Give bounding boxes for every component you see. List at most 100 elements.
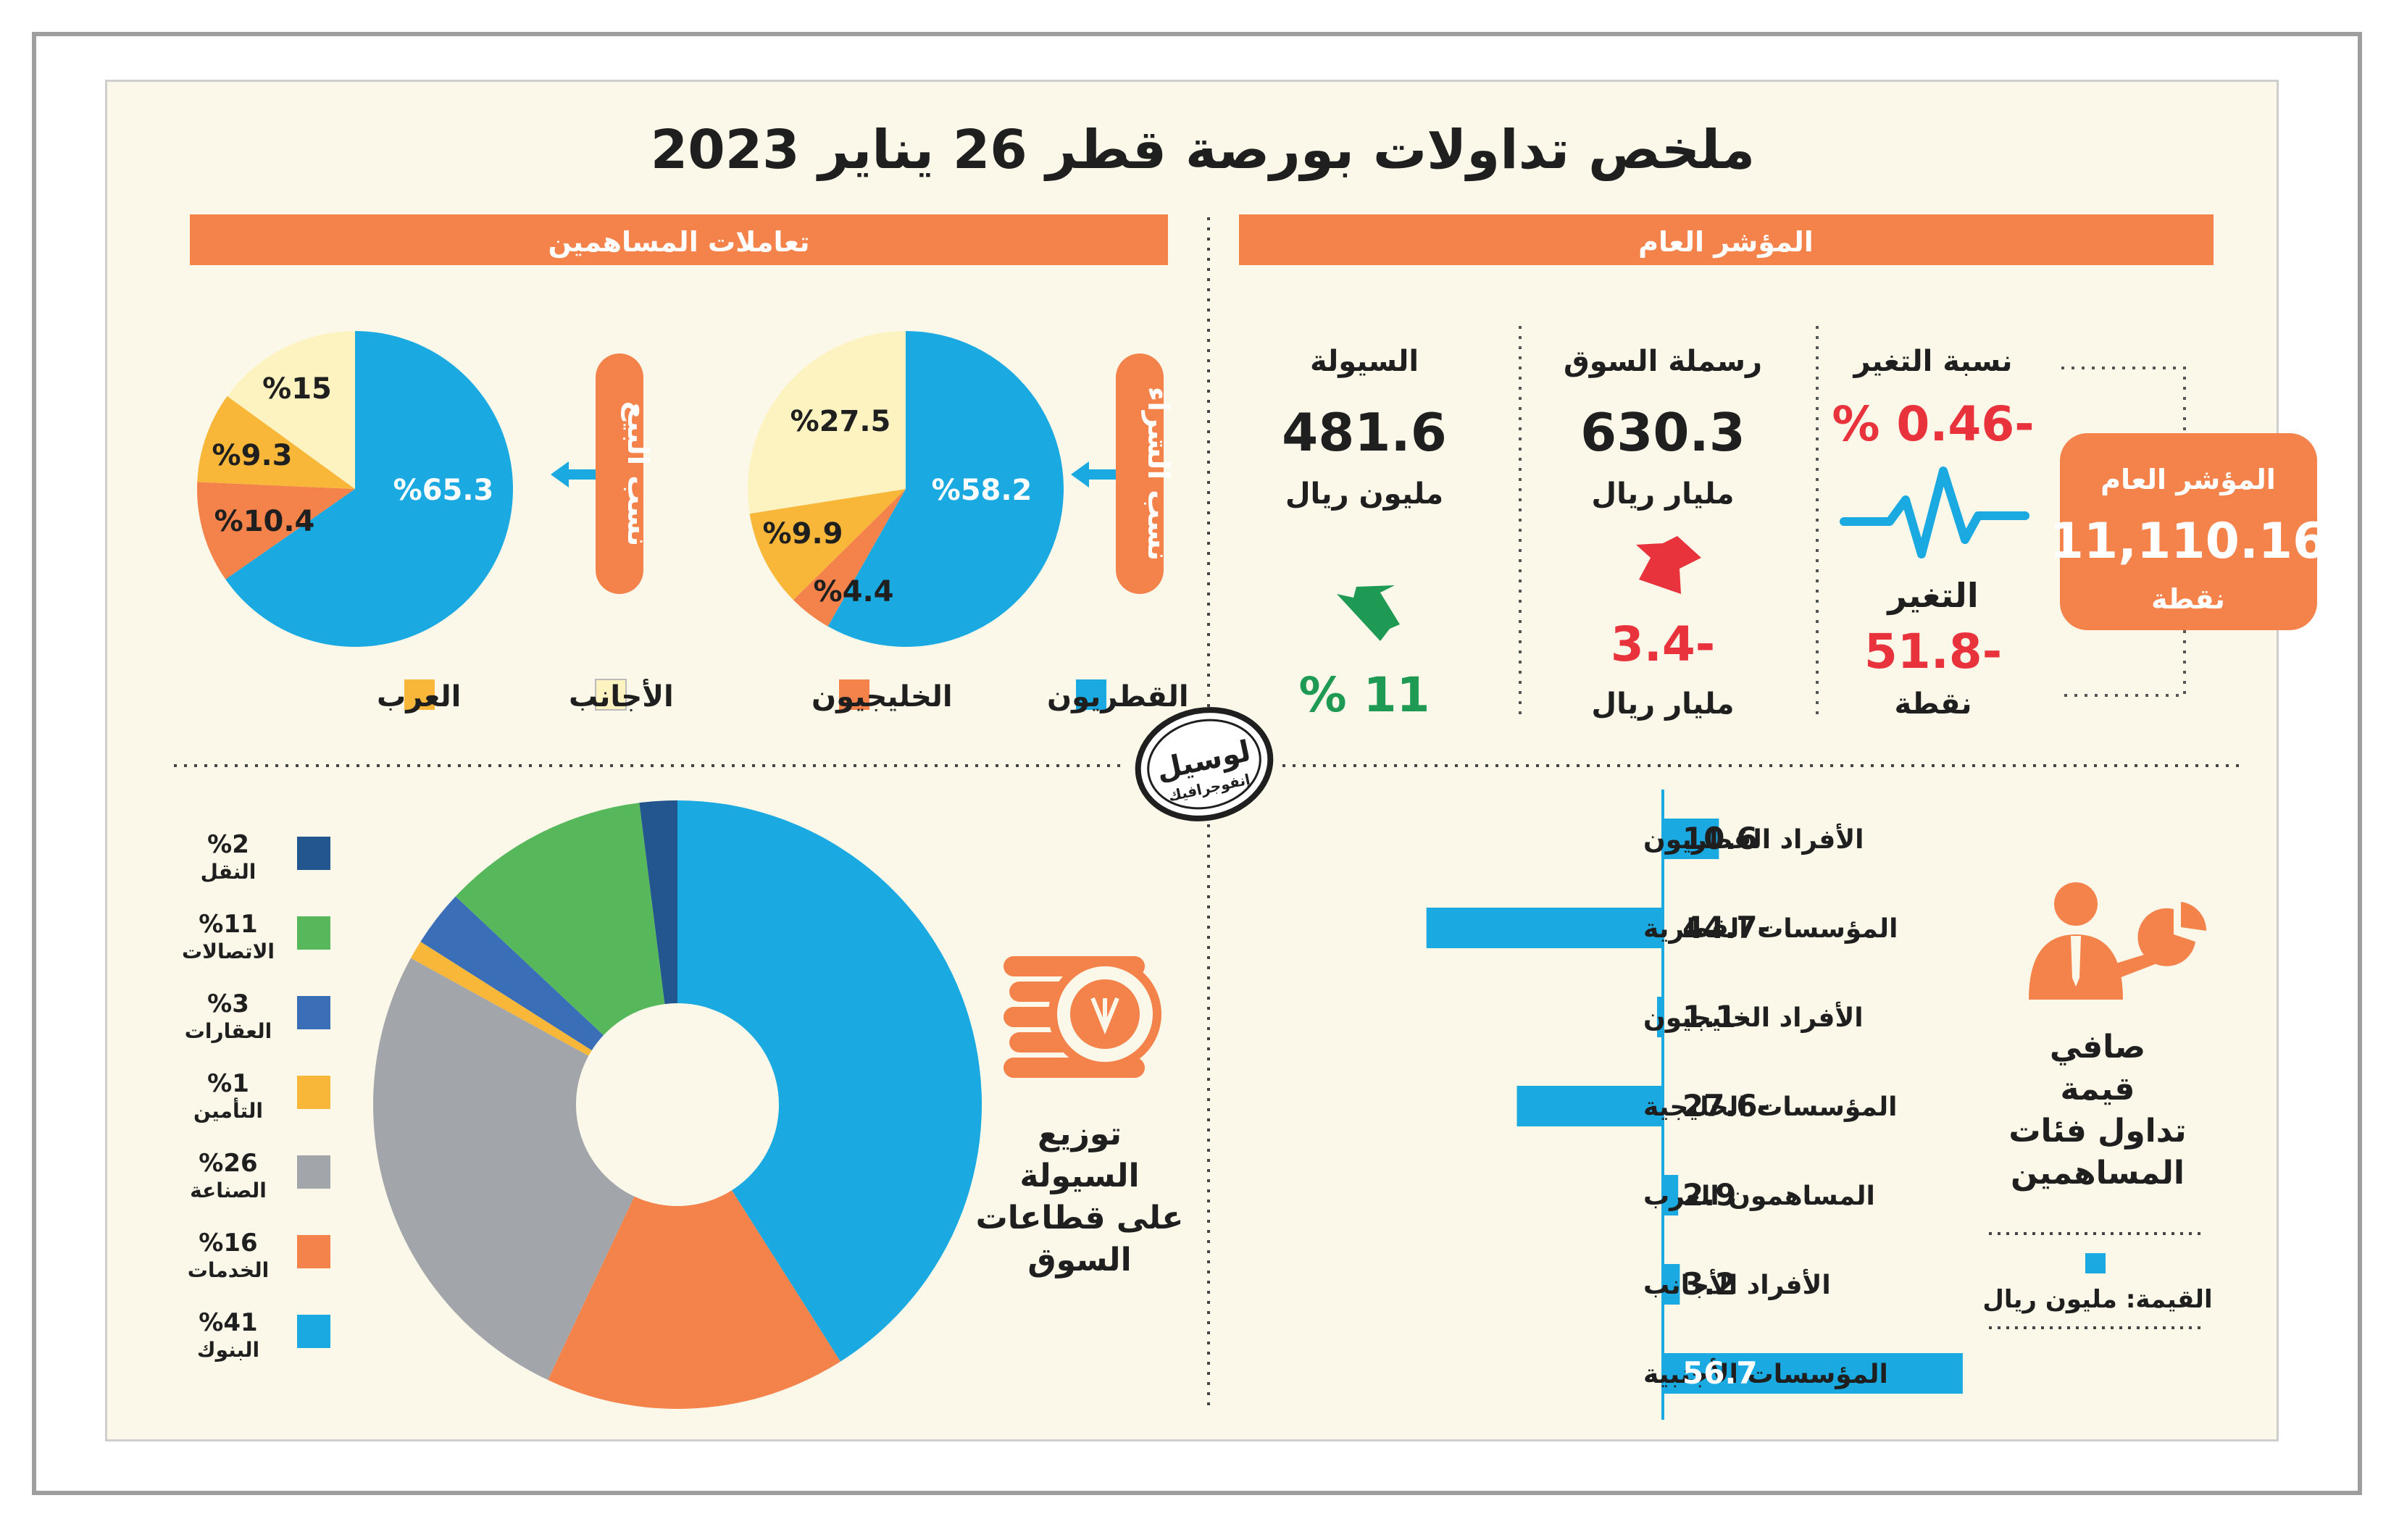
sector-label-line-2: على قطاعات bbox=[976, 1200, 1184, 1236]
sector-swatch-1 bbox=[297, 916, 330, 950]
net-legend-swatch bbox=[2085, 1253, 2106, 1273]
shareholders-legend: القطريون الخليجيون الأجانب العرب bbox=[377, 678, 1189, 713]
cap-label: رسملة السوق bbox=[1564, 345, 1762, 378]
legend-label-3: العرب bbox=[377, 680, 461, 713]
bar-5 bbox=[1663, 1264, 1680, 1305]
shareholders-header-bar bbox=[190, 214, 1168, 265]
liq-label: السيولة bbox=[1310, 345, 1419, 378]
pie-slice-4 bbox=[420, 896, 604, 1050]
bar-value-2: 1.1- bbox=[1682, 999, 1749, 1034]
pie-slice-3 bbox=[748, 331, 906, 514]
sector-label-line-3: السوق bbox=[1027, 1242, 1131, 1279]
sector-swatch-6 bbox=[297, 1315, 330, 1348]
sector-label-line-1: السيولة bbox=[1019, 1158, 1139, 1194]
legend-swatch-0 bbox=[1076, 679, 1106, 710]
pie-label-3: %15 bbox=[262, 372, 332, 406]
buy-label-pill bbox=[1116, 353, 1164, 594]
buy-arrow-icon bbox=[1071, 461, 1116, 487]
legend-label-2: الأجانب bbox=[569, 678, 674, 713]
index-header: المؤشر العام bbox=[1638, 226, 1814, 259]
bar-3 bbox=[1516, 1086, 1663, 1126]
change-value: 51.8- bbox=[1864, 624, 2002, 679]
pie-label-2: %9.9 bbox=[763, 517, 843, 551]
net-title-line-1: قيمة bbox=[2061, 1071, 2135, 1108]
bar-value-1: 44.7- bbox=[1682, 910, 1770, 945]
index-box-value: 11,110.16 bbox=[2050, 513, 2327, 570]
sector-name-6: البنوك bbox=[197, 1338, 259, 1362]
sector-pct-4: %26 bbox=[199, 1149, 257, 1178]
bar-value-5: 3.2 bbox=[1682, 1266, 1736, 1302]
sector-name-4: الصناعة bbox=[190, 1179, 267, 1202]
buy-label: نسب الشراء bbox=[1141, 387, 1175, 561]
sector-pct-1: %11 bbox=[199, 910, 257, 939]
legend-swatch-1 bbox=[839, 679, 869, 710]
bar-category-2: الأفراد الخليجيون bbox=[1643, 1001, 1864, 1033]
bar-value-6: 56.7 bbox=[1682, 1355, 1758, 1391]
pie-slice-2 bbox=[372, 958, 635, 1381]
sector-swatch-4 bbox=[297, 1155, 330, 1189]
bar-category-0: الأفراد القطريون bbox=[1643, 823, 1864, 855]
sector-pct-3: %1 bbox=[207, 1069, 249, 1098]
sector-swatch-0 bbox=[297, 837, 330, 870]
net-title-line-0: صافي bbox=[2050, 1029, 2145, 1066]
index-header-bar bbox=[1239, 214, 2214, 265]
change-unit: نقطة bbox=[1894, 687, 1972, 721]
liq-change: % 11 bbox=[1299, 667, 1430, 723]
pie-slice-2 bbox=[197, 396, 355, 489]
change-pct-label: نسبة التغير bbox=[1852, 345, 2012, 378]
sector-pct-6: %41 bbox=[199, 1308, 257, 1337]
bar-4 bbox=[1663, 1175, 1679, 1215]
sector-swatch-3 bbox=[297, 1076, 330, 1109]
pie-slice-0 bbox=[827, 331, 1064, 647]
cap-change: 3.4- bbox=[1611, 616, 1715, 672]
pie-label-3: %27.5 bbox=[790, 405, 891, 438]
lusail-stamp-logo: لوسيل إنفوجرافيك bbox=[1135, 707, 1274, 821]
index-box bbox=[2060, 433, 2317, 630]
sector-pct-2: %3 bbox=[207, 989, 249, 1018]
sector-label-line-0: توزيع bbox=[1038, 1116, 1122, 1152]
buy-pie-chart: %58.2 %4.4 %9.9 %27.5 bbox=[748, 331, 1064, 647]
bar-2 bbox=[1656, 997, 1663, 1037]
shareholders-header: تعاملات المساهمين bbox=[548, 226, 809, 258]
sell-label-pill bbox=[596, 353, 643, 594]
pie-label-0: %58.2 bbox=[932, 474, 1032, 507]
bar-value-0: 10.6 bbox=[1682, 821, 1758, 856]
legend-swatch-2 bbox=[595, 679, 627, 711]
page-title: ملخص تداولات بورصة قطر 26 يناير 2023 bbox=[651, 119, 1756, 182]
pie-label-1: %4.4 bbox=[814, 575, 894, 608]
bar-category-6: المؤسسات الأجنبية bbox=[1643, 1357, 1888, 1389]
legend-label-0: القطريون bbox=[1047, 680, 1189, 713]
pie-slice-6 bbox=[639, 800, 677, 1005]
red-down-arrow-icon bbox=[1636, 536, 1701, 594]
green-up-arrow-icon bbox=[1337, 585, 1400, 641]
pie-slice-0 bbox=[225, 331, 513, 647]
liq-unit: مليون ريال bbox=[1285, 477, 1443, 511]
sector-name-2: العقارات bbox=[185, 1019, 272, 1043]
sector-pct-5: %16 bbox=[199, 1229, 257, 1257]
change-pct-value: % 0.46- bbox=[1832, 396, 2034, 452]
sector-pct-0: %2 bbox=[207, 830, 249, 859]
sell-arrow-icon bbox=[551, 461, 596, 487]
sector-swatch-2 bbox=[297, 996, 330, 1029]
liq-value: 481.6 bbox=[1282, 402, 1447, 463]
person-presenting-icon bbox=[2029, 882, 2207, 1000]
bar-6 bbox=[1663, 1353, 1963, 1394]
pie-label-1: %10.4 bbox=[214, 505, 315, 538]
bar-1 bbox=[1426, 908, 1663, 948]
sector-name-3: التأمين bbox=[193, 1097, 263, 1123]
bar-value-3: 27.6- bbox=[1682, 1088, 1770, 1123]
sector-name-0: النقل bbox=[201, 860, 256, 884]
coins-icon bbox=[1004, 956, 1161, 1078]
sell-pie-chart: %65.3 %10.4 %9.3 %15 bbox=[197, 331, 513, 647]
net-title-line-3: المساهمين bbox=[2011, 1155, 2185, 1192]
cap-change-unit: مليار ريال bbox=[1591, 687, 1734, 721]
pie-slice-1 bbox=[197, 482, 355, 579]
pie-label-2: %9.3 bbox=[212, 439, 293, 472]
pie-slice-3 bbox=[410, 941, 592, 1056]
sector-chart-label: توزيع السيولة على قطاعات السوق bbox=[976, 1116, 1184, 1279]
pie-slice-5 bbox=[455, 803, 665, 1036]
legend-label-1: الخليجيون bbox=[812, 680, 953, 713]
cap-unit: مليار ريال bbox=[1591, 477, 1734, 511]
